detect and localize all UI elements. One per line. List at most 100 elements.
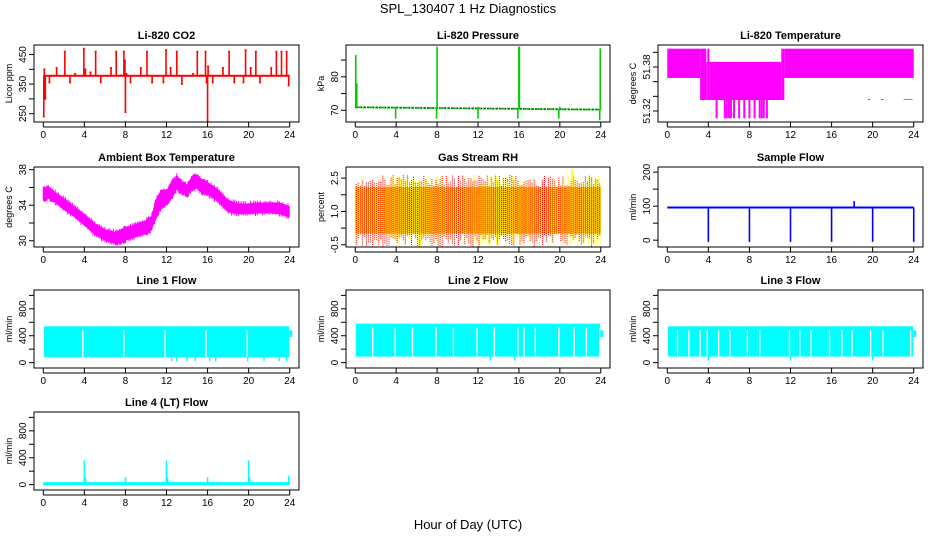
x-tick-label: 0 [664,130,670,141]
plot-area [667,48,914,119]
x-tick-label: 20 [554,130,566,141]
panel-3: Li-820 Temperature degrees C 0 4 8 12 16 20 24 51… [628,30,924,141]
y-axis-label: kPa [316,76,326,92]
x-tick-label: 12 [785,255,797,266]
x-tick-label: 12 [161,130,173,141]
x-tick-label: 24 [908,376,920,387]
plot-area [43,326,293,362]
y-tick-label: 100 [642,197,653,214]
y-axis-label: ml/min [628,194,638,221]
x-tick-label: 20 [867,255,879,266]
x-tick-label: 12 [785,376,797,387]
y-tick-label: 80 [330,71,341,83]
x-tick-label: 12 [472,130,484,141]
x-tick-label: 0 [352,130,358,141]
panel-8: Line 2 Flow ml/min 0 4 8 12 16 20 24 0 400 800 [316,275,611,387]
x-tick-label: 4 [82,376,88,387]
x-tick-label: 8 [123,255,129,266]
x-tick-label: 16 [513,376,525,387]
y-axis-label: ml/min [316,316,326,343]
x-tick-label: 20 [867,376,879,387]
panel-6: Sample Flow ml/min 0 4 8 12 16 20 24 0 100 200 [628,152,924,266]
x-tick-label: 12 [785,130,797,141]
data-band [781,48,785,100]
x-tick-label: 16 [202,498,214,509]
figure-x-axis-label: Hour of Day (UTC) [413,517,523,532]
data-band [700,48,707,100]
x-tick-label: 24 [908,255,920,266]
data-band [43,175,290,244]
y-tick-label: 450 [18,46,29,63]
y-axis-label: Licor ppm [4,64,14,104]
x-tick-label: 20 [867,130,879,141]
y-tick-label: 51.38 [642,54,653,79]
y-tick-label: 200 [642,163,653,180]
y-axis-label: ml/min [628,316,638,343]
y-tick-label: 0 [642,359,653,365]
y-tick-label: 400 [330,327,341,344]
y-axis-label: ml/min [4,316,14,343]
panel-4: Ambient Box Temperature degrees C 0 4 8 12 16 2… [4,152,300,266]
x-tick-label: 24 [908,130,920,141]
x-tick-label: 12 [472,255,484,266]
x-tick-label: 16 [202,376,214,387]
x-tick-label: 8 [747,376,753,387]
y-tick-label: 400 [18,449,29,466]
y-tick-label: 800 [642,300,653,317]
y-tick-label: 2.5 [330,171,341,185]
x-tick-label: 16 [826,130,838,141]
panel-2: Li-820 Pressure kPa 0 4 8 12 16 20 24 70 80 [316,30,611,141]
y-tick-label: -0.5 [330,236,341,254]
x-tick-label: 24 [595,376,607,387]
x-tick-label: 4 [706,130,712,141]
y-tick-label: 800 [18,300,29,317]
x-tick-label: 20 [554,376,566,387]
x-tick-label: 24 [284,130,296,141]
x-tick-label: 16 [513,130,525,141]
y-tick-label: 250 [18,105,29,122]
data-tail [913,330,917,338]
y-tick-label: 0 [330,359,341,365]
plot-area [354,46,602,121]
x-tick-label: 4 [393,130,399,141]
x-tick-label: 16 [826,255,838,266]
x-tick-label: 16 [513,255,525,266]
plot-area [355,323,604,361]
x-tick-label: 24 [284,376,296,387]
x-tick-label: 0 [352,376,358,387]
x-tick-label: 4 [393,376,399,387]
y-tick-label: 51.32 [642,98,653,123]
x-tick-label: 8 [434,376,440,387]
y-tick-label: 400 [642,327,653,344]
x-tick-label: 8 [434,255,440,266]
panel-10: Line 4 (LT) Flow ml/min 0 4 8 12 16 20 24 0 400 800 [4,397,300,509]
y-tick-label: 0 [642,237,653,243]
x-tick-label: 0 [664,376,670,387]
y-axis-label: ml/min [4,438,14,465]
y-tick-label: 38 [18,164,29,176]
plot-area [42,173,290,246]
x-tick-label: 0 [40,376,46,387]
panel-title: Line 1 Flow [137,275,197,287]
panel-title: Li-820 Temperature [740,30,841,42]
data-band [707,48,710,100]
y-tick-label: 400 [18,327,29,344]
plot-area [667,201,915,242]
x-tick-label: 24 [284,498,296,509]
y-tick-label: 350 [18,75,29,92]
x-tick-label: 0 [664,255,670,266]
x-tick-label: 4 [706,376,712,387]
x-tick-label: 8 [123,376,129,387]
plot-area [354,169,602,247]
x-tick-label: 4 [82,130,88,141]
x-tick-label: 4 [82,255,88,266]
panel-9: Line 3 Flow ml/min 0 4 8 12 16 20 24 0 400 800 [628,275,924,387]
x-tick-label: 8 [123,130,129,141]
x-tick-label: 0 [40,255,46,266]
x-tick-label: 24 [284,255,296,266]
panel-title: Li-820 CO2 [138,30,195,42]
y-tick-label: 800 [18,422,29,439]
x-tick-label: 8 [123,498,129,509]
figure-title: SPL_130407 1 Hz Diagnostics [379,1,557,16]
data-band [667,326,914,357]
